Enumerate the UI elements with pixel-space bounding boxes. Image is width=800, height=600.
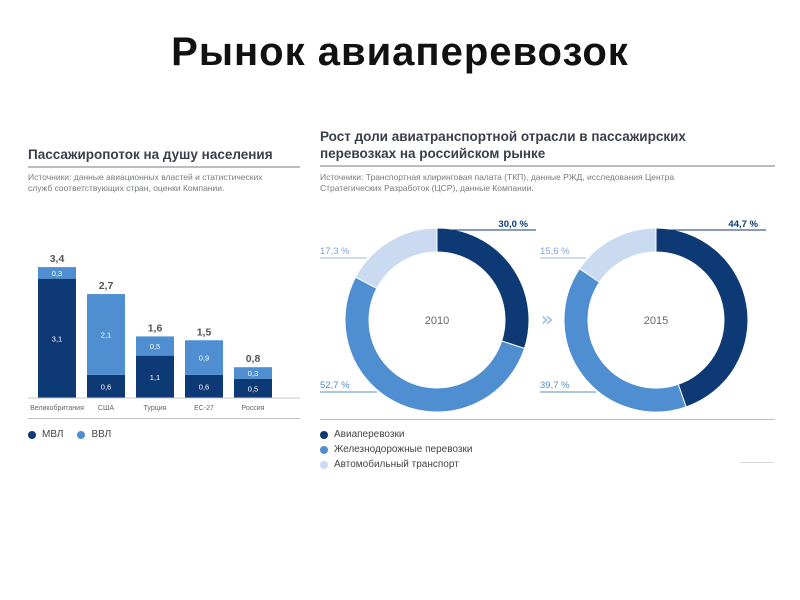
donut-value-label-rail: 39,7 % (540, 380, 570, 391)
donut-heading-line-2: перевозках на российском рынке (320, 146, 546, 161)
bar-segment-mvl (234, 378, 272, 398)
donut-value-label-air: 44,7 % (728, 219, 758, 230)
bar-chart-legend: МВЛ ВВЛ (28, 427, 111, 442)
bar-value-label: 0,3 (248, 369, 258, 378)
bar-total-label: 0,8 (246, 353, 261, 365)
bar-segment-mvl (87, 374, 125, 398)
bar-total-label: 3,4 (50, 253, 65, 265)
donut-value-label-auto: 17,3 % (320, 246, 350, 257)
donut-slice (436, 227, 530, 350)
bar-segment-mvl (136, 355, 174, 398)
bar-chart-heading-rule (28, 166, 300, 168)
donut-sources-line-1: Источники: Транспортная клиринговая пала… (320, 172, 675, 182)
legend-swatch-air (320, 430, 328, 439)
bar-value-label: 0,9 (199, 354, 209, 363)
bar-segment-mvl (38, 278, 76, 398)
bar-total-label: 1,6 (148, 322, 163, 334)
bar-value-label: 0,6 (101, 382, 111, 391)
bar-value-label: 1,1 (150, 373, 160, 382)
bar-value-label: 2,1 (101, 330, 111, 339)
donut-heading-rule (320, 165, 775, 167)
slide-title: Рынок авиаперевозок (171, 30, 629, 74)
legend-swatch-mvl (28, 430, 36, 439)
legend-item-vvl: ВВЛ (77, 427, 111, 442)
bar-value-label: 0,5 (248, 384, 258, 393)
donut-slice (655, 227, 749, 408)
legend-swatch-vvl (77, 430, 86, 439)
bar-chart-sources: Источники: данные авиационных властей и … (28, 172, 262, 194)
donut-charts-heading: Рост доли авиатранспортной отрасли в пас… (320, 128, 686, 162)
x-tick-label: Россия (242, 405, 265, 412)
bar-value-label: 0,5 (150, 342, 160, 351)
x-tick-label: Великобритания (30, 404, 84, 412)
bar-value-label: 3,1 (52, 334, 62, 343)
bar-total-label: 2,7 (99, 280, 114, 292)
legend-swatch-auto (320, 460, 328, 469)
legend-label-air: Авиаперевозки (334, 429, 405, 440)
bar-segment-vvl (38, 267, 76, 279)
donut-legend: Авиаперевозки Железнодорожные перевозки … (320, 427, 472, 472)
donut-sources-line-2: Стратегических Разработок (ЦСР), данные … (320, 183, 534, 193)
donut-heading-line-1: Рост доли авиатранспортной отрасли в пас… (320, 129, 686, 144)
legend-item-air: Авиаперевозки (320, 427, 472, 442)
legend-label-auto: Автомобильный транспорт (334, 459, 459, 470)
bar-chart-heading: Пассажиропоток на душу населения (28, 147, 273, 162)
bar-segment-vvl (185, 340, 223, 375)
donut-bottom-rule (320, 419, 775, 420)
bar-chart-bottom-rule (28, 418, 300, 419)
x-tick-label: ЕС-27 (194, 405, 214, 412)
donut-value-label-auto: 15,6 % (540, 246, 570, 257)
legend-item-rail: Железнодорожные перевозки (320, 442, 472, 457)
arrow-icon: » (541, 307, 554, 331)
donut-sources: Источники: Транспортная клиринговая пала… (320, 172, 674, 194)
donut-value-label-air: 30,0 % (498, 219, 528, 230)
x-tick-label: Турция (144, 405, 167, 412)
bar-value-label: 0,6 (199, 382, 209, 391)
bar-segment-vvl (87, 294, 125, 375)
donut-value-label-rail: 52,7 % (320, 380, 350, 391)
bar-segment-vvl (234, 367, 272, 379)
decorative-rule (740, 462, 774, 463)
bar-chart-sources-line-1: Источники: данные авиационных властей и … (28, 172, 263, 182)
bar-total-label: 1,5 (197, 326, 212, 338)
legend-label-rail: Железнодорожные перевозки (334, 444, 473, 455)
legend-label-vvl: ВВЛ (91, 429, 112, 440)
legend-item-mvl: МВЛ (28, 427, 63, 442)
bar-chart-sources-line-2: служб соответствующих стран, оценки Комп… (28, 183, 225, 193)
donut-center-label: 2010 (425, 315, 449, 327)
x-tick-label: США (98, 405, 114, 412)
donut-slice (344, 276, 526, 413)
bar-segment-mvl (185, 374, 223, 398)
donut-slice (563, 268, 687, 413)
bar-value-label: 0,3 (52, 269, 62, 278)
legend-swatch-rail (320, 445, 328, 454)
donut-center-label: 2015 (644, 315, 668, 327)
donut-slice (578, 227, 657, 283)
donut-slice (354, 227, 438, 290)
legend-label-mvl: МВЛ (42, 429, 64, 440)
legend-item-auto: Автомобильный транспорт (320, 457, 472, 472)
bar-segment-vvl (136, 336, 174, 356)
